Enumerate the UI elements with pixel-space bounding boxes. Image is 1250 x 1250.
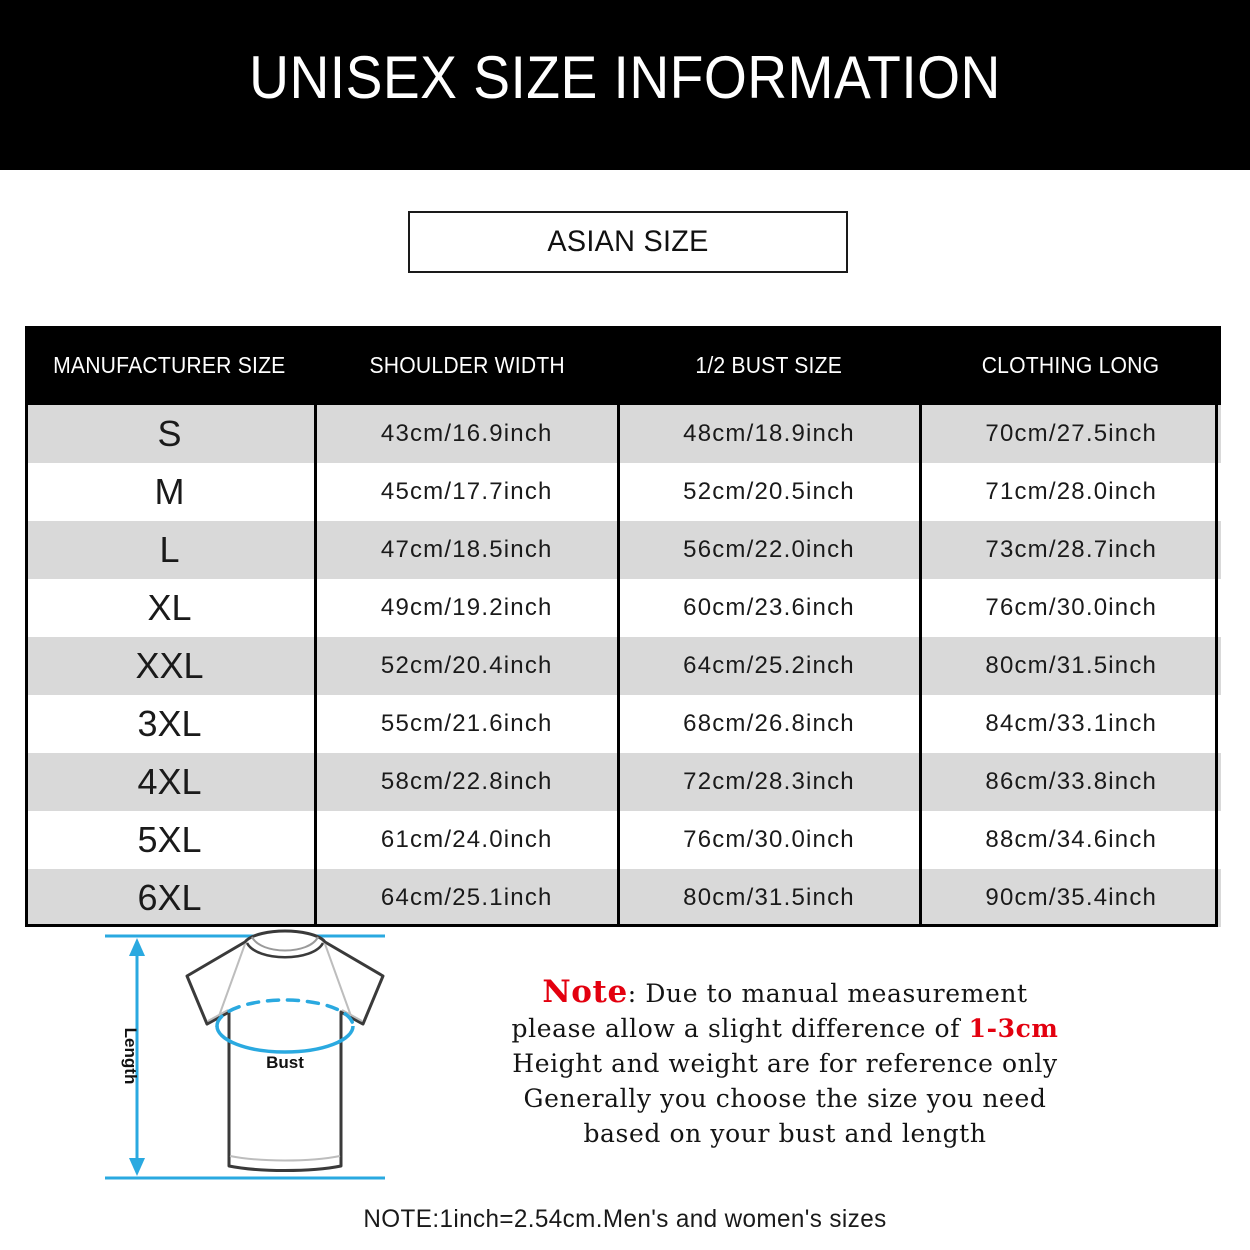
cell-clothing-long: 86cm/33.8inch — [920, 753, 1221, 811]
cell-half-bust: 64cm/25.2inch — [618, 637, 922, 695]
tshirt-measurement-diagram: Length Bust — [95, 928, 475, 1186]
cell-clothing-long: 76cm/30.0inch — [920, 579, 1221, 637]
note-line-1: Note: Due to manual measurement — [455, 975, 1115, 1011]
table-header-row: MANUFACTURER SIZE SHOULDER WIDTH 1/2 BUS… — [25, 326, 1221, 405]
table-row: M 45cm/17.7inch 52cm/20.5inch 71cm/28.0i… — [25, 463, 1221, 521]
cell-clothing-long: 73cm/28.7inch — [920, 521, 1221, 579]
note-separator: : — [627, 979, 637, 1008]
page-title: UNISEX SIZE INFORMATION — [249, 44, 1001, 111]
column-header-half-bust-size: 1/2 BUST SIZE — [618, 326, 920, 405]
column-header-shoulder-width: SHOULDER WIDTH — [315, 326, 618, 405]
cell-half-bust: 48cm/18.9inch — [618, 405, 922, 463]
cell-half-bust: 68cm/26.8inch — [618, 695, 922, 753]
cell-shoulder-width: 43cm/16.9inch — [315, 405, 620, 463]
column-header-label: MANUFACTURER SIZE — [53, 352, 286, 378]
cell-shoulder-width: 49cm/19.2inch — [315, 579, 620, 637]
cell-size: 3XL — [25, 695, 317, 753]
cell-shoulder-width: 45cm/17.7inch — [315, 463, 620, 521]
cell-shoulder-width: 61cm/24.0inch — [315, 811, 620, 869]
cell-clothing-long: 70cm/27.5inch — [920, 405, 1221, 463]
note-line-5: based on your bust and length — [583, 1119, 987, 1148]
cell-size: XXL — [25, 637, 317, 695]
column-header-label: SHOULDER WIDTH — [369, 352, 566, 378]
cell-size: L — [25, 521, 317, 579]
cell-clothing-long: 71cm/28.0inch — [920, 463, 1221, 521]
size-chart-table: MANUFACTURER SIZE SHOULDER WIDTH 1/2 BUS… — [25, 326, 1221, 927]
cell-size: 5XL — [25, 811, 317, 869]
note-keyword: Note — [542, 974, 628, 1010]
column-header-manufacturer-size: MANUFACTURER SIZE — [25, 326, 317, 405]
table-row: 6XL 64cm/25.1inch 80cm/31.5inch 90cm/35.… — [25, 869, 1221, 927]
title-banner: UNISEX SIZE INFORMATION — [0, 0, 1250, 170]
cell-half-bust: 56cm/22.0inch — [618, 521, 922, 579]
column-header-label: 1/2 BUST SIZE — [695, 352, 843, 378]
table-row: 3XL 55cm/21.6inch 68cm/26.8inch 84cm/33.… — [25, 695, 1221, 753]
column-header-clothing-long: CLOTHING LONG — [920, 326, 1221, 405]
note-line-1-text: Due to manual measurement — [636, 979, 1028, 1008]
note-tolerance-value: 1-3cm — [968, 1014, 1059, 1043]
table-row: L 47cm/18.5inch 56cm/22.0inch 73cm/28.7i… — [25, 521, 1221, 579]
svg-text:Bust: Bust — [266, 1053, 304, 1072]
note-line-2-text: please allow a slight difference of — [511, 1014, 969, 1043]
table-row: XL 49cm/19.2inch 60cm/23.6inch 76cm/30.0… — [25, 579, 1221, 637]
cell-half-bust: 80cm/31.5inch — [618, 869, 922, 927]
cell-clothing-long: 84cm/33.1inch — [920, 695, 1221, 753]
cell-shoulder-width: 47cm/18.5inch — [315, 521, 620, 579]
note-line-2: please allow a slight difference of 1-3c… — [455, 1011, 1115, 1046]
footer-conversion-note: NOTE:1inch=2.54cm.Men's and women's size… — [363, 1205, 887, 1233]
cell-half-bust: 52cm/20.5inch — [618, 463, 922, 521]
cell-size: M — [25, 463, 317, 521]
table-body: S 43cm/16.9inch 48cm/18.9inch 70cm/27.5i… — [25, 405, 1221, 927]
table-row: XXL 52cm/20.4inch 64cm/25.2inch 80cm/31.… — [25, 637, 1221, 695]
cell-shoulder-width: 55cm/21.6inch — [315, 695, 620, 753]
size-system-box: ASIAN SIZE — [408, 211, 848, 273]
table-row: 5XL 61cm/24.0inch 76cm/30.0inch 88cm/34.… — [25, 811, 1221, 869]
table-header: MANUFACTURER SIZE SHOULDER WIDTH 1/2 BUS… — [25, 326, 1221, 405]
table-row: 4XL 58cm/22.8inch 72cm/28.3inch 86cm/33.… — [25, 753, 1221, 811]
cell-size: XL — [25, 579, 317, 637]
cell-clothing-long: 88cm/34.6inch — [920, 811, 1221, 869]
svg-text:Length: Length — [121, 1028, 140, 1085]
cell-half-bust: 60cm/23.6inch — [618, 579, 922, 637]
measurement-note: Note: Due to manual measurement please a… — [455, 975, 1115, 1151]
note-line-4: Generally you choose the size you need — [523, 1084, 1047, 1113]
cell-size: 4XL — [25, 753, 317, 811]
cell-shoulder-width: 52cm/20.4inch — [315, 637, 620, 695]
note-line-3: Height and weight are for reference only — [512, 1049, 1058, 1078]
cell-clothing-long: 80cm/31.5inch — [920, 637, 1221, 695]
cell-size: 6XL — [25, 869, 317, 927]
cell-clothing-long: 90cm/35.4inch — [920, 869, 1221, 927]
size-system-label: ASIAN SIZE — [547, 225, 709, 258]
cell-shoulder-width: 64cm/25.1inch — [315, 869, 620, 927]
cell-size: S — [25, 405, 317, 463]
table-row: S 43cm/16.9inch 48cm/18.9inch 70cm/27.5i… — [25, 405, 1221, 463]
cell-half-bust: 76cm/30.0inch — [618, 811, 922, 869]
column-header-label: CLOTHING LONG — [981, 352, 1160, 378]
cell-half-bust: 72cm/28.3inch — [618, 753, 922, 811]
cell-shoulder-width: 58cm/22.8inch — [315, 753, 620, 811]
